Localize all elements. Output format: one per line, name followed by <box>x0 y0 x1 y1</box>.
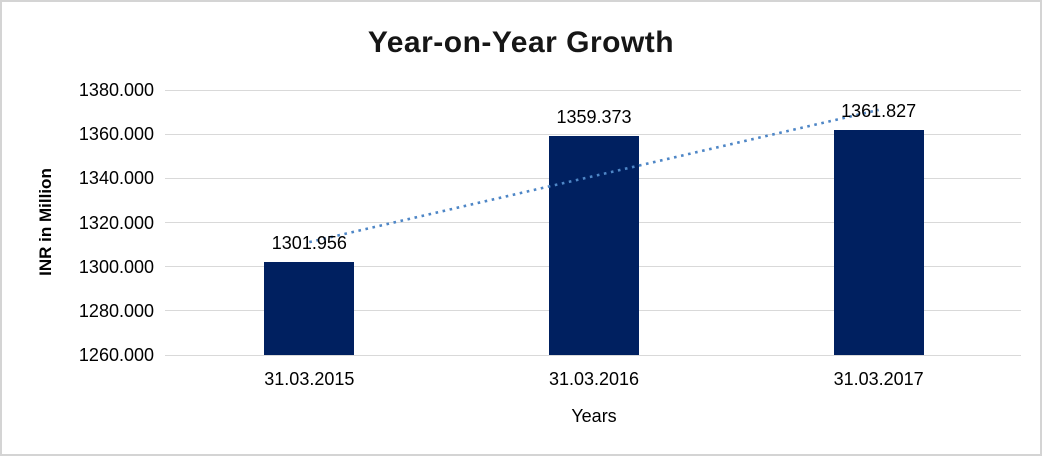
bar <box>833 130 924 355</box>
x-axis-tick-label: 31.03.2017 <box>833 369 924 389</box>
y-axis-tick-label: 1320.000 <box>78 212 154 233</box>
y-axis-tick-label: 1300.000 <box>78 256 154 277</box>
x-axis-title: Years <box>571 406 617 426</box>
bar <box>549 135 639 355</box>
chart-title: Year-on-Year Growth <box>367 26 675 59</box>
y-axis-tick-label: 1340.000 <box>78 168 154 189</box>
gridline <box>165 89 1021 91</box>
y-axis-tick-label: 1380.000 <box>78 80 154 100</box>
bar-data-label: 1359.373 <box>556 106 632 127</box>
gridline <box>165 354 1021 356</box>
bar-data-label: 1361.827 <box>841 101 917 122</box>
y-axis-tick-label: 1360.000 <box>78 124 154 145</box>
bar <box>264 262 355 355</box>
bar-data-label: 1301.956 <box>271 233 347 254</box>
x-axis-tick-label: 31.03.2015 <box>264 369 355 389</box>
x-axis-tick-label: 31.03.2016 <box>548 369 640 389</box>
y-axis-tick-label: 1280.000 <box>78 300 154 321</box>
y-axis-tick-label: 1260.000 <box>78 345 154 365</box>
